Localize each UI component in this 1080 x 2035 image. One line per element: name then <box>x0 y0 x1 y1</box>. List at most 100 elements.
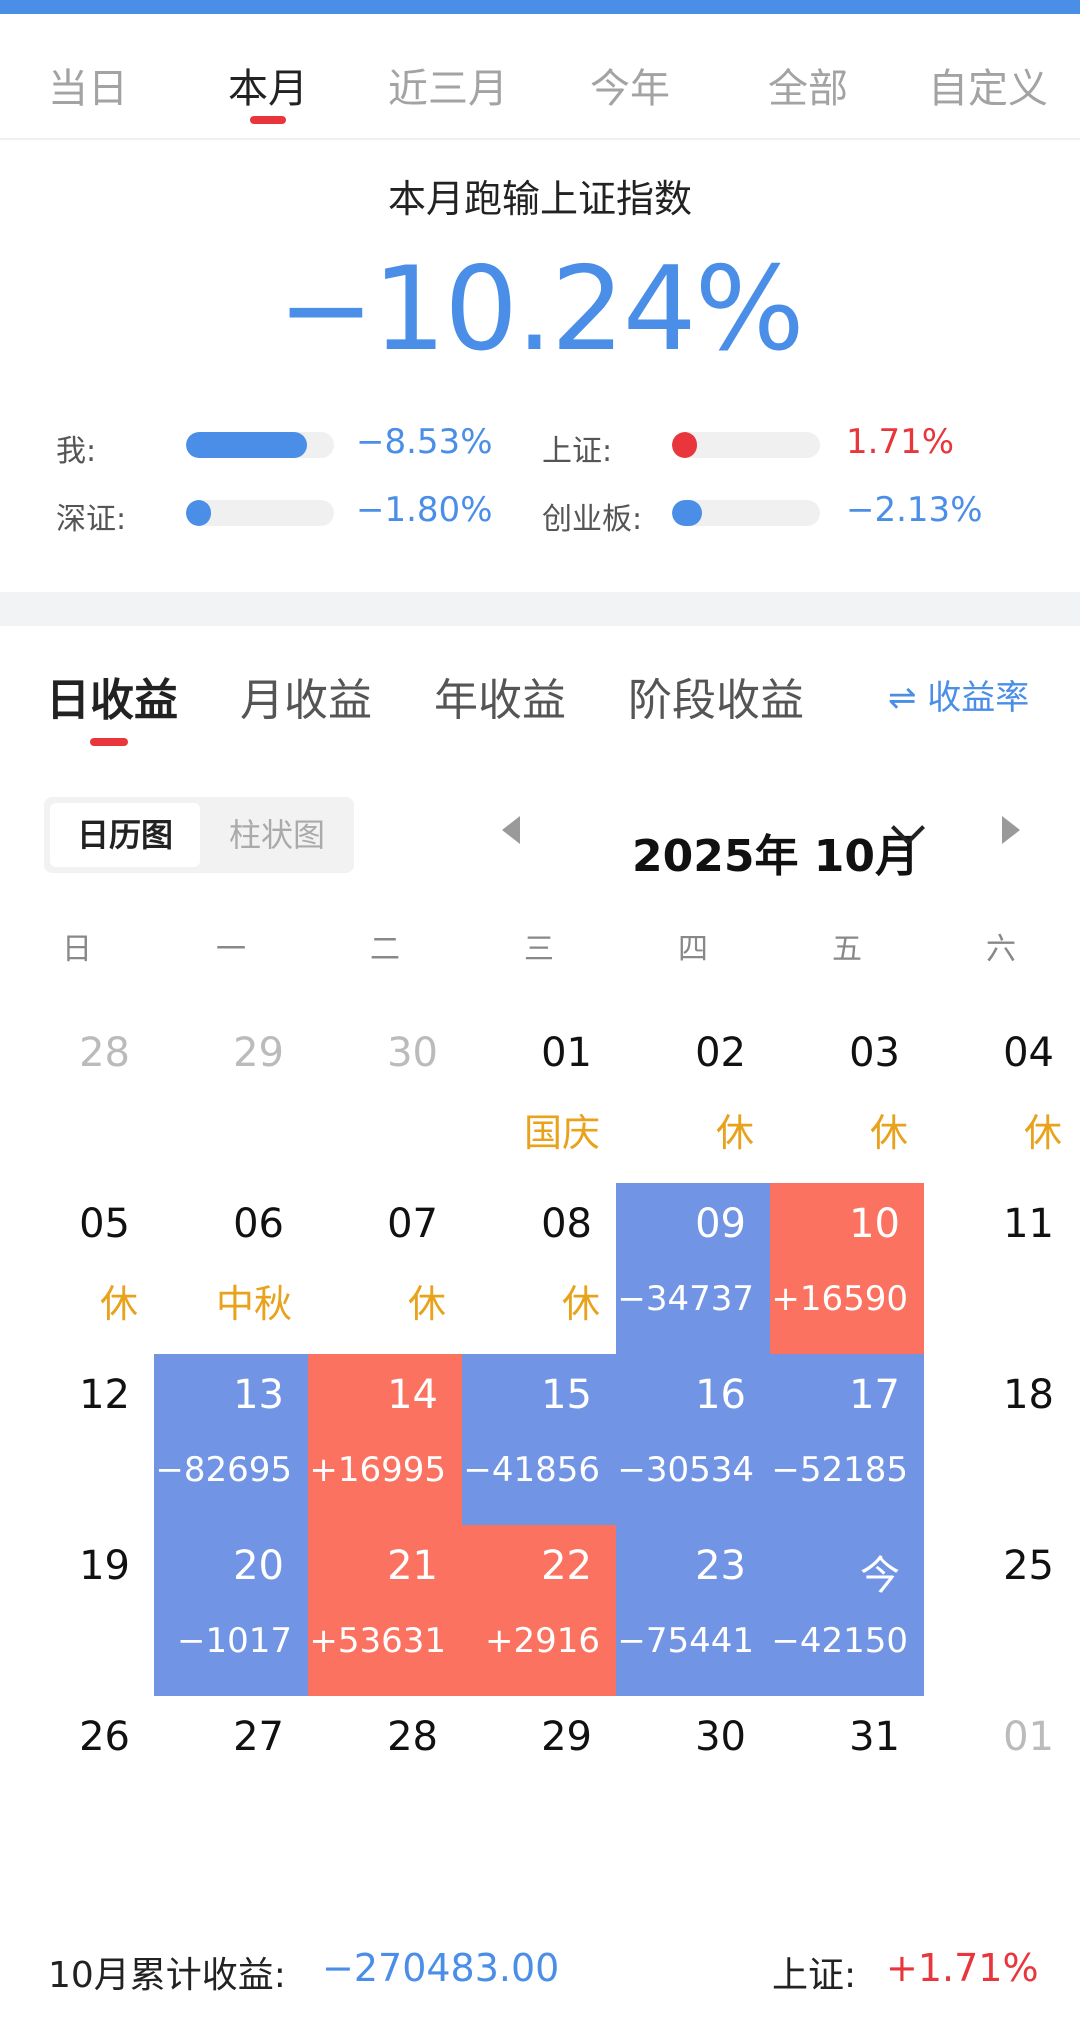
calendar-day-cell[interactable]: 21 +53631 <box>308 1525 462 1696</box>
tab-today[interactable]: 当日 <box>48 66 128 112</box>
calendar-day-number: 12 <box>79 1372 130 1418</box>
calendar-day-cell[interactable]: 17 −52185 <box>770 1354 924 1525</box>
calendar-day-number: 30 <box>695 1714 746 1760</box>
comparison-bar-fill <box>186 432 308 458</box>
calendar-day-profit: −1017 <box>176 1621 292 1661</box>
month-title[interactable]: 2025年 10月 <box>632 831 920 882</box>
calendar-day-cell[interactable]: 22 +2916 <box>462 1525 616 1696</box>
calendar-day-profit: −30534 <box>617 1450 754 1490</box>
calendar-day-cell[interactable]: 30 <box>308 1012 462 1183</box>
calendar-day-number: 01 <box>541 1030 592 1076</box>
calendar-day-cell[interactable]: 26 <box>0 1696 154 1867</box>
weekday-label: 五 <box>832 932 862 967</box>
calendar-day-cell[interactable]: 12 <box>0 1354 154 1525</box>
calendar-day-number: 28 <box>387 1714 438 1760</box>
tab-yearly-income[interactable]: 年收益 <box>434 675 566 726</box>
return-rate-toggle[interactable]: ⇌ 收益率 <box>888 678 1030 718</box>
calendar-day-cell[interactable]: 27 <box>154 1696 308 1867</box>
calendar-day-cell[interactable]: 30 <box>616 1696 770 1867</box>
calendar-day-cell[interactable]: 06 中秋 <box>154 1183 308 1354</box>
weekday-label: 日 <box>62 932 92 967</box>
comparison-bar-shanghai <box>672 432 820 458</box>
calendar-day-cell[interactable]: 07 休 <box>308 1183 462 1354</box>
calendar-day-number: 08 <box>541 1201 592 1247</box>
calendar-day-number: 03 <box>849 1030 900 1076</box>
calendar-day-number: 31 <box>849 1714 900 1760</box>
calendar-day-cell[interactable]: 今 −42150 <box>770 1525 924 1696</box>
view-toggle: 日历图 柱状图 <box>44 797 354 873</box>
calendar-day-profit: −82695 <box>155 1450 292 1490</box>
calendar-day-cell[interactable]: 05 休 <box>0 1183 154 1354</box>
calendar-view-button[interactable]: 日历图 <box>50 803 200 867</box>
calendar-day-profit: −75441 <box>617 1621 754 1661</box>
calendar-day-cell[interactable]: 19 <box>0 1525 154 1696</box>
comparison-bar-me <box>186 432 334 458</box>
calendar-day-cell[interactable]: 13 −82695 <box>154 1354 308 1525</box>
calendar-day-number: 29 <box>541 1714 592 1760</box>
comparison-bar-fill <box>672 432 698 458</box>
calendar-holiday-label: 休 <box>99 1282 138 1326</box>
calendar-day-number: 13 <box>233 1372 284 1418</box>
tab-daily-income[interactable]: 日收益 <box>46 675 178 726</box>
calendar-day-cell[interactable]: 16 −30534 <box>616 1354 770 1525</box>
calendar-day-number: 07 <box>387 1201 438 1247</box>
period-tab-bar: 当日 本月 近三月 今年 全部 自定义 <box>0 14 1080 140</box>
calendar-day-cell[interactable]: 01 <box>924 1696 1078 1867</box>
calendar-day-number: 今 <box>860 1553 900 1599</box>
calendar-day-cell[interactable]: 15 −41856 <box>462 1354 616 1525</box>
calendar-day-cell[interactable]: 09 −34737 <box>616 1183 770 1354</box>
tab-this-month[interactable]: 本月 <box>228 66 308 112</box>
comparison-bar-chinext <box>672 500 820 526</box>
calendar-day-cell[interactable]: 20 −1017 <box>154 1525 308 1696</box>
calendar-day-number: 17 <box>849 1372 900 1418</box>
tab-this-year[interactable]: 今年 <box>590 66 670 112</box>
index-label: 上证: <box>772 1955 857 1996</box>
calendar-day-cell[interactable]: 18 <box>924 1354 1078 1525</box>
bar-chart-view-button[interactable]: 柱状图 <box>228 816 325 854</box>
monthly-total-value: −270483.00 <box>322 1946 560 1990</box>
tab-custom[interactable]: 自定义 <box>928 66 1048 112</box>
calendar-day-number: 21 <box>387 1543 438 1589</box>
calendar-day-cell[interactable]: 31 <box>770 1696 924 1867</box>
tab-last-three-months[interactable]: 近三月 <box>388 66 508 112</box>
comparison-bar-fill <box>186 500 212 526</box>
calendar-day-cell[interactable]: 28 <box>308 1696 462 1867</box>
calendar-day-number: 27 <box>233 1714 284 1760</box>
calendar-day-number: 09 <box>695 1201 746 1247</box>
calendar-day-profit: +16590 <box>771 1279 908 1319</box>
calendar-day-profit: −42150 <box>771 1621 908 1661</box>
index-value: +1.71% <box>886 1946 1039 1990</box>
calendar-day-cell[interactable]: 25 <box>924 1525 1078 1696</box>
calendar-day-cell[interactable]: 03 休 <box>770 1012 924 1183</box>
calendar-holiday-label: 休 <box>715 1111 754 1155</box>
calendar-day-number: 14 <box>387 1372 438 1418</box>
calendar-day-number: 10 <box>849 1201 900 1247</box>
calendar-holiday-label: 国庆 <box>523 1111 600 1155</box>
next-month-icon[interactable] <box>1002 816 1020 844</box>
tab-period-income[interactable]: 阶段收益 <box>628 675 804 726</box>
calendar-day-profit: +53631 <box>309 1621 446 1661</box>
calendar-day-cell[interactable]: 23 −75441 <box>616 1525 770 1696</box>
calendar-day-cell[interactable]: 08 休 <box>462 1183 616 1354</box>
calendar-day-number: 04 <box>1003 1030 1054 1076</box>
previous-month-icon[interactable] <box>502 816 520 844</box>
calendar-day-cell[interactable]: 28 <box>0 1012 154 1183</box>
calendar-day-cell[interactable]: 14 +16995 <box>308 1354 462 1525</box>
calendar-day-cell[interactable]: 29 <box>462 1696 616 1867</box>
comparison-value-chinext: −2.13% <box>846 490 983 530</box>
calendar-day-cell[interactable]: 04 休 <box>924 1012 1078 1183</box>
calendar-day-cell[interactable]: 10 +16590 <box>770 1183 924 1354</box>
calendar-day-cell[interactable]: 02 休 <box>616 1012 770 1183</box>
calendar-day-number: 22 <box>541 1543 592 1589</box>
calendar-day-cell[interactable]: 29 <box>154 1012 308 1183</box>
comparison-value-shanghai: 1.71% <box>846 422 955 462</box>
calendar-day-number: 18 <box>1003 1372 1054 1418</box>
comparison-bar-shenzhen <box>186 500 334 526</box>
calendar-day-cell[interactable]: 01 国庆 <box>462 1012 616 1183</box>
weekday-label: 三 <box>524 932 554 967</box>
tab-monthly-income[interactable]: 月收益 <box>240 675 372 726</box>
tab-all[interactable]: 全部 <box>768 66 848 112</box>
calendar-day-number: 19 <box>79 1543 130 1589</box>
calendar-day-cell[interactable]: 11 <box>924 1183 1078 1354</box>
calendar-day-profit: −41856 <box>463 1450 600 1490</box>
